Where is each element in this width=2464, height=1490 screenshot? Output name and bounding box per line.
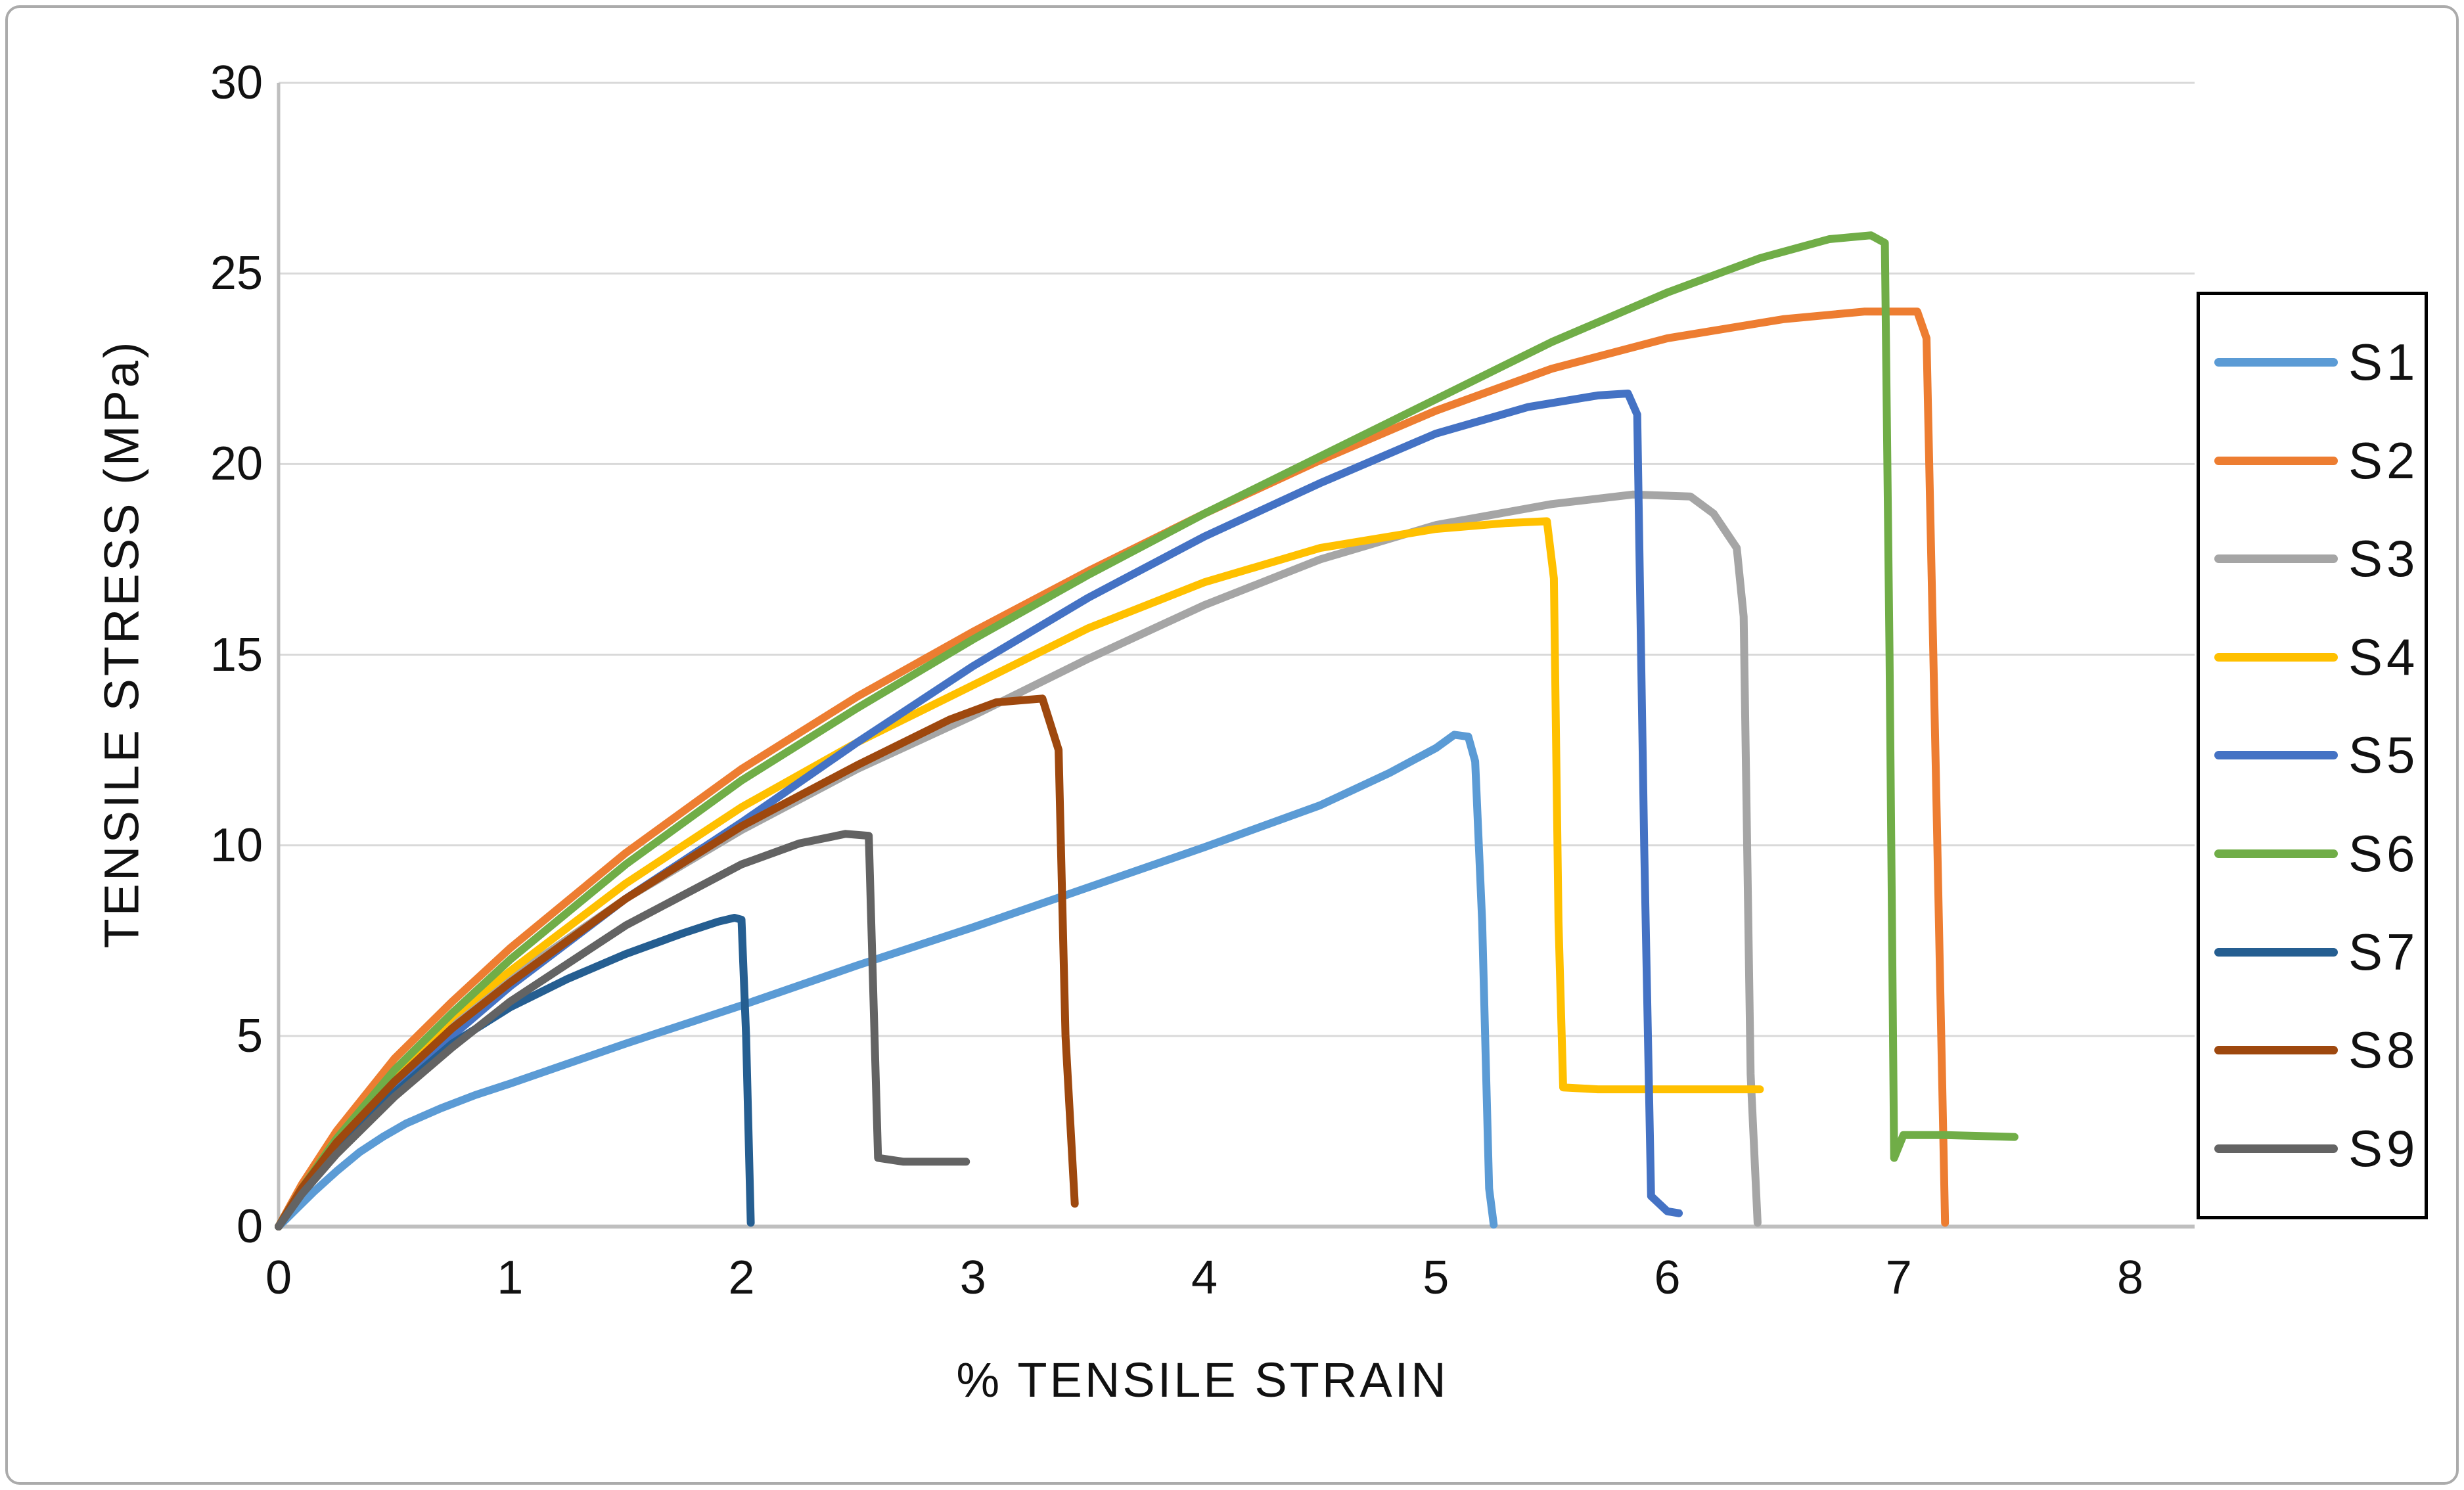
legend-label-S2: S2 — [2348, 431, 2419, 489]
x-tick-label-7: 7 — [1885, 1252, 1912, 1304]
legend-item-S4: S4 — [2214, 627, 2425, 687]
x-tick-label-4: 4 — [1191, 1252, 1218, 1304]
legend-label-S8: S8 — [2348, 1021, 2419, 1079]
legend-item-S3: S3 — [2214, 529, 2425, 589]
legend-line-swatch-S5 — [2214, 751, 2338, 760]
series-line-S4 — [275, 517, 1764, 1230]
x-tick-label-3: 3 — [959, 1252, 986, 1304]
legend: S1 S2 S3 S4 S5 S6 S7 S8 S9 — [2197, 292, 2428, 1219]
x-tick-label-5: 5 — [1423, 1252, 1449, 1304]
legend-item-S6: S6 — [2214, 824, 2425, 884]
series-line-S6 — [275, 231, 2019, 1230]
x-tick-label-0: 0 — [265, 1252, 292, 1304]
x-tick-label-8: 8 — [2116, 1252, 2144, 1304]
y-tick-label-5: 5 — [236, 1009, 263, 1062]
y-tick-label-20: 20 — [210, 438, 263, 491]
legend-line-swatch-S3 — [2214, 554, 2338, 564]
legend-line-swatch-S8 — [2214, 1046, 2338, 1055]
legend-item-S7: S7 — [2214, 922, 2425, 982]
legend-label-S6: S6 — [2348, 824, 2419, 882]
legend-item-S2: S2 — [2214, 431, 2425, 491]
legend-label-S5: S5 — [2348, 726, 2419, 784]
legend-label-S3: S3 — [2348, 530, 2419, 588]
y-tick-label-15: 15 — [210, 628, 263, 681]
legend-item-S9: S9 — [2214, 1119, 2425, 1179]
y-axis-title: TENSILE STRESS (MPa) — [94, 339, 149, 949]
y-tick-label-25: 25 — [210, 247, 263, 300]
series-line-S1 — [275, 731, 1498, 1230]
x-tick-label-2: 2 — [728, 1252, 755, 1304]
legend-line-swatch-S9 — [2214, 1144, 2338, 1153]
legend-item-S8: S8 — [2214, 1020, 2425, 1080]
series-line-S5 — [275, 390, 1683, 1230]
legend-line-swatch-S6 — [2214, 849, 2338, 858]
legend-item-S1: S1 — [2214, 332, 2425, 392]
legend-line-swatch-S2 — [2214, 456, 2338, 465]
legend-line-swatch-S7 — [2214, 947, 2338, 957]
y-tick-label-10: 10 — [210, 819, 263, 872]
legend-line-swatch-S4 — [2214, 652, 2338, 662]
x-tick-label-6: 6 — [1654, 1252, 1681, 1304]
legend-label-S7: S7 — [2348, 922, 2419, 981]
y-tick-label-30: 30 — [210, 56, 263, 110]
y-tick-label-0: 0 — [236, 1200, 263, 1253]
series-line-S9 — [275, 830, 970, 1230]
series-line-S8 — [275, 694, 1079, 1230]
legend-label-S9: S9 — [2348, 1119, 2419, 1177]
x-axis-title: % TENSILE STRAIN — [956, 1353, 1449, 1407]
legend-label-S4: S4 — [2348, 627, 2419, 686]
x-tick-label-1: 1 — [497, 1252, 524, 1304]
legend-label-S1: S1 — [2348, 333, 2419, 392]
legend-item-S5: S5 — [2214, 725, 2425, 785]
legend-line-swatch-S1 — [2214, 358, 2338, 367]
